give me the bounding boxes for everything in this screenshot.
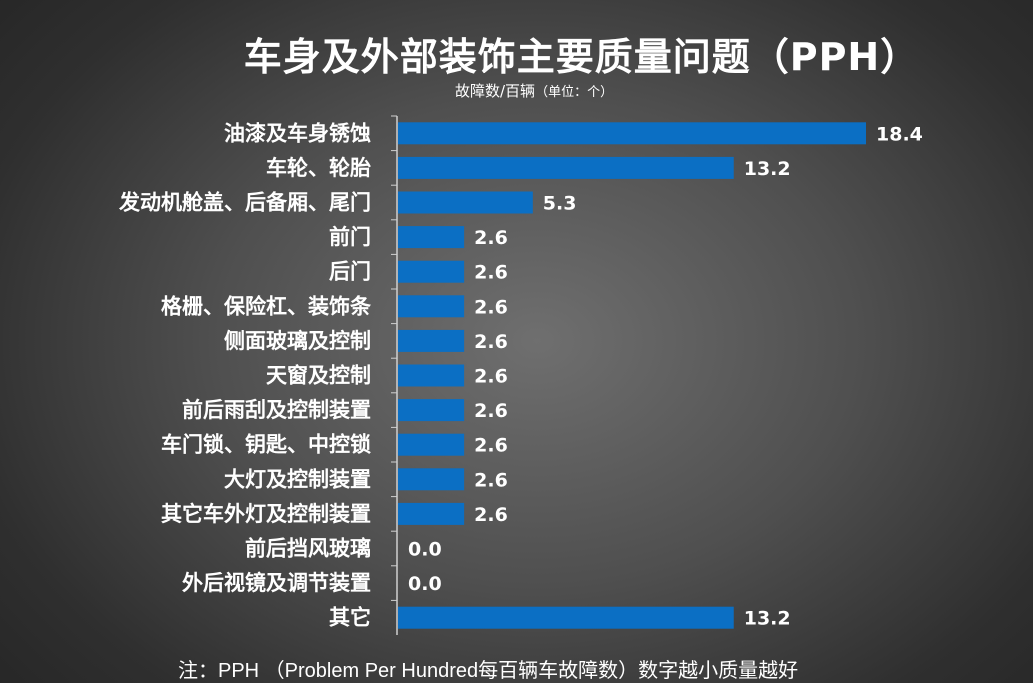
- bar: [398, 399, 465, 422]
- category-label: 发动机舱盖、后备厢、尾门: [118, 191, 371, 215]
- data-label: 18.4: [876, 123, 923, 145]
- category-label: 车轮、轮胎: [266, 156, 371, 180]
- category-label: 前后挡风玻璃: [245, 537, 371, 561]
- data-label: 13.2: [744, 158, 791, 180]
- data-label: 13.2: [744, 608, 791, 630]
- data-label: 2.6: [474, 227, 508, 249]
- data-label: 2.6: [474, 262, 508, 284]
- data-label: 2.6: [474, 366, 508, 388]
- unit-sub: （单位：个）: [535, 85, 614, 100]
- category-label: 天窗及控制: [266, 364, 371, 388]
- data-label: 0.0: [408, 573, 442, 595]
- data-label: 2.6: [474, 400, 508, 422]
- unit-label: 故障数/百辆（单位：个）: [455, 80, 613, 101]
- category-label: 大灯及控制装置: [224, 467, 371, 491]
- category-label: 油漆及车身锈蚀: [224, 121, 371, 145]
- chart-title: 车身及外部装饰主要质量问题（PPH）: [243, 35, 920, 79]
- data-label: 2.6: [474, 469, 508, 491]
- category-label: 前后雨刮及控制装置: [182, 398, 371, 422]
- category-label: 外后视镜及调节装置: [182, 571, 371, 595]
- bar: [398, 468, 465, 491]
- unit-main: 故障数/百辆: [455, 82, 536, 100]
- footnote: 注：PPH （Problem Per Hundred每百辆车故障数）数字越小质量…: [178, 660, 799, 682]
- bar: [398, 329, 465, 352]
- bar: [398, 122, 866, 145]
- category-label: 格栅、保险杠、装饰条: [161, 294, 372, 318]
- category-label: 前门: [329, 225, 371, 249]
- bar: [398, 433, 465, 456]
- bar: [398, 156, 734, 179]
- bar: [398, 502, 465, 525]
- bar: [398, 260, 465, 283]
- bar: [398, 364, 465, 387]
- data-label: 5.3: [543, 193, 577, 215]
- bar: [398, 295, 465, 318]
- bar: [398, 606, 734, 629]
- category-label: 其它: [329, 606, 371, 630]
- data-label: 2.6: [474, 435, 508, 457]
- data-label: 2.6: [474, 331, 508, 353]
- category-label: 侧面玻璃及控制: [224, 329, 371, 353]
- data-label: 2.6: [474, 296, 508, 318]
- bar: [398, 191, 533, 214]
- data-label: 2.6: [474, 504, 508, 526]
- category-label: 其它车外灯及控制装置: [161, 502, 371, 526]
- data-label: 0.0: [408, 539, 442, 561]
- category-label: 后门: [329, 260, 371, 284]
- category-label: 车门锁、钥匙、中控锁: [161, 433, 371, 457]
- bar: [398, 226, 465, 249]
